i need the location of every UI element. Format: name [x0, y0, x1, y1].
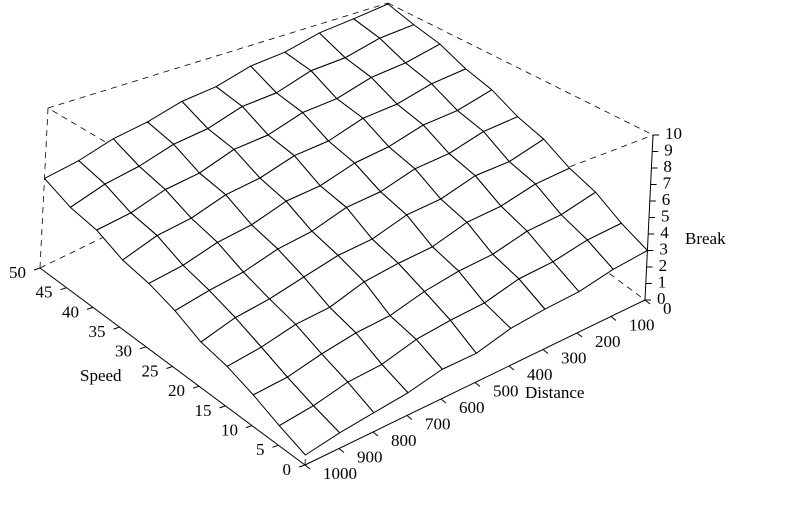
box-edge: [47, 2, 389, 109]
y-tick-label: 15: [195, 401, 212, 420]
y-axis-label: Speed: [80, 366, 122, 385]
z-tick-label: 1: [658, 272, 667, 291]
y-tick-label: 50: [9, 263, 26, 282]
y-tick: [60, 287, 67, 291]
z-tick-label: 3: [659, 239, 668, 258]
y-tick: [166, 366, 173, 369]
y-tick-label: 45: [36, 283, 53, 302]
box-edge: [387, 2, 654, 136]
x-tick-label: 100: [629, 315, 655, 334]
x-axis-label: Distance: [525, 383, 584, 402]
x-tick: [542, 349, 549, 354]
z-tick-label: 6: [662, 190, 671, 209]
surface-cell: [278, 405, 341, 456]
y-tick-label: 20: [168, 381, 185, 400]
y-tick-label: 40: [62, 302, 79, 321]
z-tick-label: 9: [664, 140, 673, 159]
x-tick-label: 400: [527, 365, 553, 384]
y-tick: [298, 464, 306, 468]
x-tick: [440, 398, 447, 404]
z-tick-label: 5: [661, 206, 670, 225]
x-tick-label: 900: [357, 447, 383, 466]
x-tick: [338, 448, 345, 453]
z-tick-label: 10: [665, 124, 682, 143]
z-axis-label: Break: [685, 229, 726, 248]
y-tick-label: 10: [221, 421, 238, 440]
z-tick-label: 2: [659, 256, 668, 275]
y-tick: [139, 346, 147, 350]
y-tick: [245, 425, 253, 429]
z-tick-label: 8: [663, 157, 672, 176]
x-tick: [372, 431, 379, 437]
x-tick: [406, 415, 413, 420]
y-tick-label: 35: [89, 322, 106, 341]
y-tick-label: 0: [283, 460, 292, 479]
z-tick-label: 7: [663, 173, 672, 192]
x-tick-label: 300: [561, 348, 587, 367]
z-tick-label: 4: [660, 223, 669, 242]
x-tick: [644, 299, 651, 305]
y-tick-label: 30: [115, 342, 132, 361]
y-tick: [192, 385, 200, 389]
x-tick-label: 1000: [323, 464, 357, 483]
box-edge: [39, 107, 49, 269]
x-tick-label: 0: [663, 299, 672, 318]
y-tick-label: 25: [142, 361, 159, 380]
x-tick-label: 600: [459, 398, 485, 417]
x-tick: [576, 332, 583, 338]
y-tick: [219, 405, 226, 409]
y-tick: [113, 326, 120, 330]
x-tick-label: 800: [391, 431, 417, 450]
x-tick: [610, 316, 617, 321]
x-tick-label: 200: [595, 332, 621, 351]
y-tick: [33, 267, 41, 271]
y-tick: [86, 306, 94, 310]
x-tick: [474, 382, 481, 387]
x-tick: [304, 464, 311, 470]
y-tick-label: 5: [256, 440, 265, 459]
x-tick-label: 700: [425, 414, 451, 433]
x-tick-label: 500: [493, 381, 519, 400]
y-tick: [272, 444, 279, 448]
z-tick-label: 0: [657, 289, 666, 308]
x-tick: [508, 365, 515, 371]
